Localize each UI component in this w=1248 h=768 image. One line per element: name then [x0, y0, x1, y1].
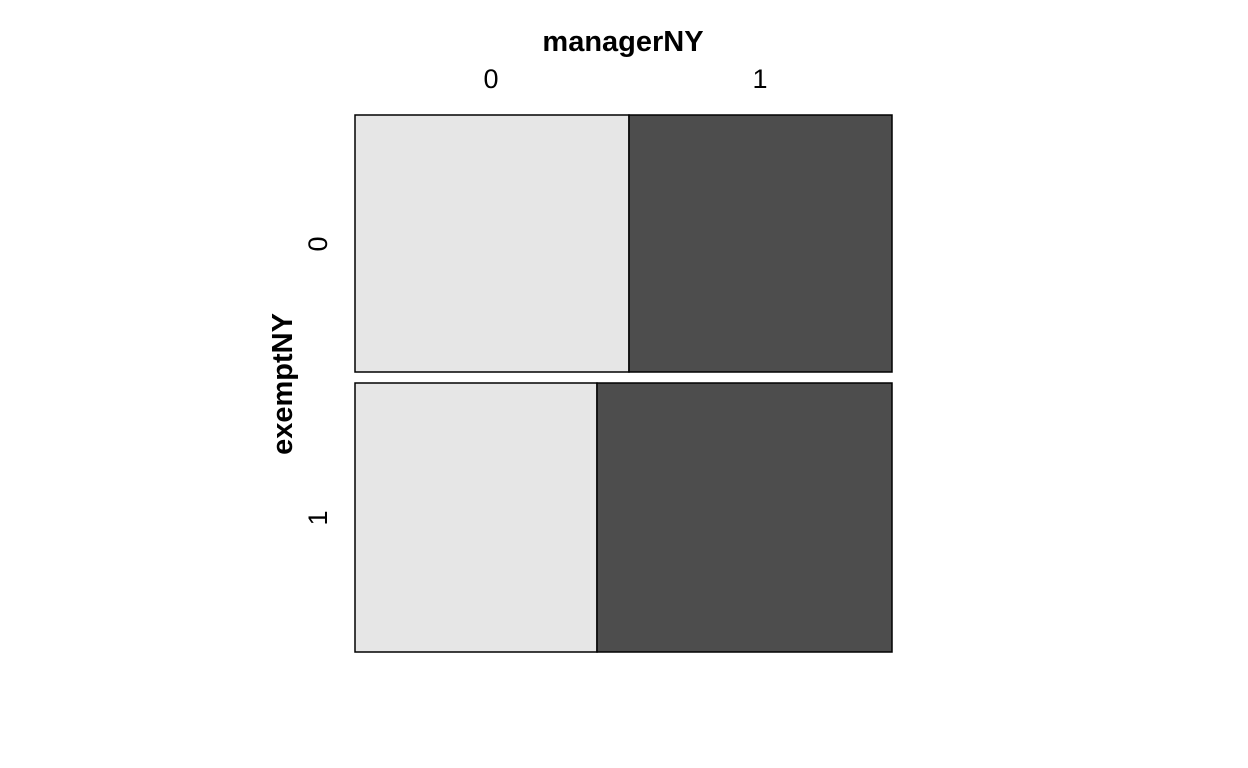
y-tick-label-1: 1 — [303, 510, 333, 525]
y-axis-title: exemptNY — [267, 313, 299, 455]
y-tick-label-0: 0 — [303, 236, 333, 251]
mosaic-tile-row1-col1 — [596, 382, 893, 653]
x-axis-title: managerNY — [542, 26, 703, 58]
mosaic-tiles — [354, 114, 893, 653]
x-tick-label-0: 0 — [483, 64, 498, 94]
mosaic-tile-row0-col0 — [354, 114, 630, 373]
mosaic-tile-row1-col0 — [354, 382, 598, 653]
mosaic-tile-row0-col1 — [628, 114, 893, 373]
x-tick-label-1: 1 — [752, 64, 767, 94]
